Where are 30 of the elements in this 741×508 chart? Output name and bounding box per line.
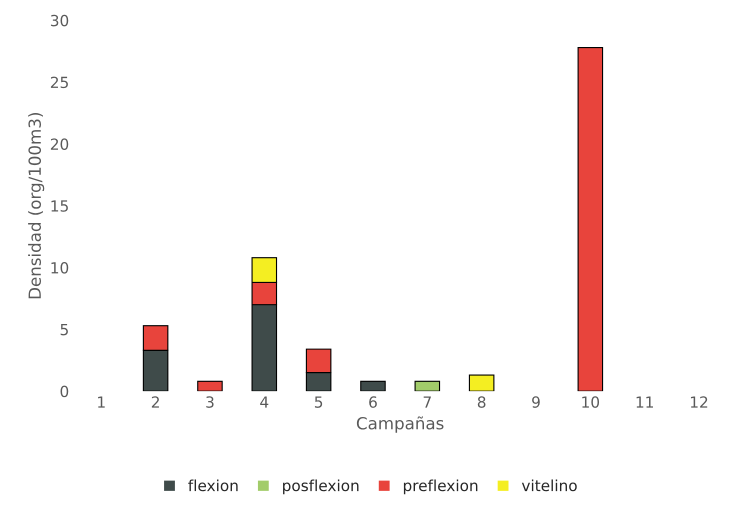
bar [414, 380, 440, 392]
x-tick-label: 3 [206, 396, 214, 408]
bar [468, 374, 494, 392]
legend-label: posflexion [283, 479, 358, 494]
legend-label: flexion [188, 479, 238, 492]
x-tick-label: 6 [369, 396, 377, 408]
x-tick-label: 7 [424, 396, 431, 408]
x-tick-label: 10 [582, 396, 600, 408]
y-tick-label: 15 [51, 200, 68, 212]
bar [578, 46, 604, 392]
legend-label: vitelino [522, 479, 577, 492]
bar [197, 380, 223, 392]
x-tick-label: 12 [690, 396, 708, 408]
x-tick-label: 9 [532, 396, 540, 408]
x-tick-label: 2 [152, 396, 159, 408]
y-tick-label: 30 [50, 14, 68, 26]
y-tick-label: 0 [60, 386, 68, 398]
x-axis-title: Campañas [356, 416, 444, 433]
y-tick-label: 5 [60, 324, 68, 336]
x-tick-label: 8 [478, 396, 486, 408]
bar [360, 380, 386, 392]
y-tick-label: 20 [50, 138, 68, 150]
legend-label: preflexion [404, 479, 478, 494]
x-tick-label: 4 [260, 396, 268, 408]
x-tick-label: 11 [636, 396, 653, 408]
y-tick-label: 10 [51, 262, 68, 274]
x-tick-label: 1 [98, 396, 105, 408]
y-tick-label: 25 [50, 76, 68, 88]
y-axis-title: Densidad (org/100m3) [28, 113, 44, 298]
x-tick-label: 5 [314, 396, 322, 408]
